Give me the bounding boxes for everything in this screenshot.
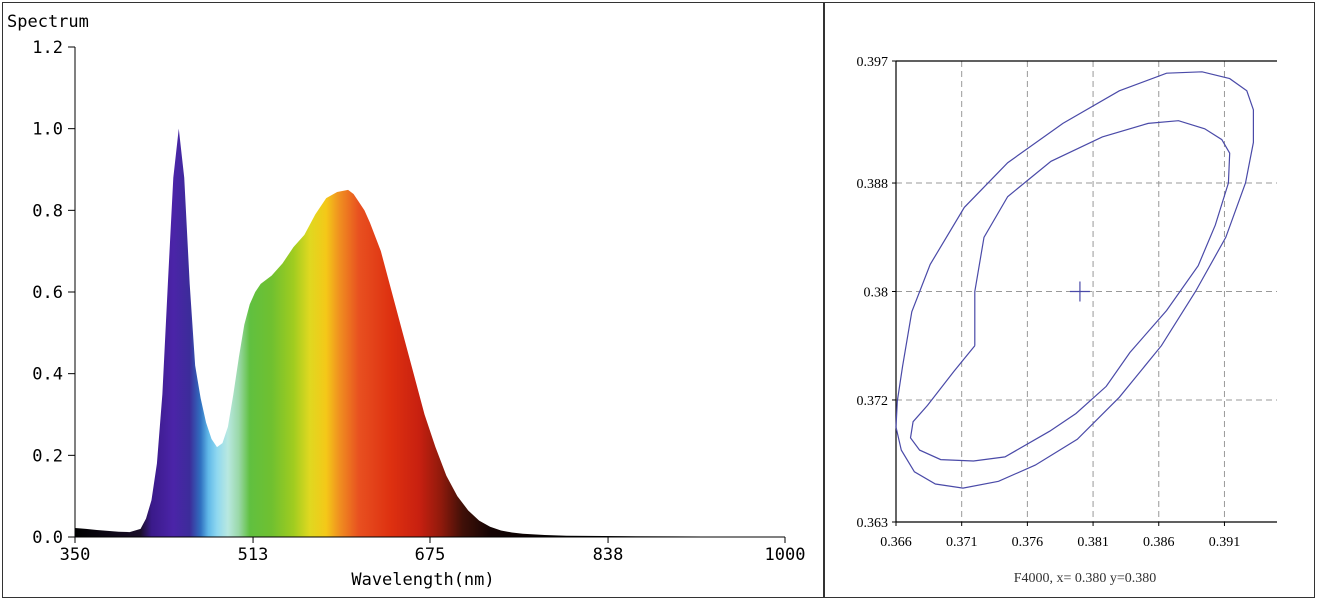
spectrum-y-tick-label: 1.0 (32, 120, 63, 140)
chromaticity-y-tick-label: 0.397 (857, 55, 889, 70)
spectrum-x-ticks: 350 513 675 838 1000 (60, 537, 806, 565)
chromaticity-x-tick-label: 0.366 (880, 535, 912, 550)
chromaticity-y-tick-label: 0.372 (857, 394, 889, 409)
chromaticity-x-tick-label: 0.381 (1077, 535, 1109, 550)
spectrum-y-tick-label: 0.6 (32, 283, 63, 303)
spectrum-x-tick-label: 350 (60, 545, 91, 565)
spectrum-x-tick-label: 1000 (765, 545, 806, 565)
outer-ellipse (895, 71, 1254, 489)
chromaticity-y-tick-label: 0.363 (857, 516, 889, 531)
spectrum-y-tick-label: 0.0 (32, 528, 63, 548)
spectrum-y-ticks: 0.0 0.2 0.4 0.6 0.8 1.0 1.2 (32, 38, 75, 548)
spectrum-area (75, 128, 785, 538)
spectrum-y-tick-label: 0.8 (32, 201, 63, 221)
spectrum-y-tick-label: 1.2 (32, 38, 63, 58)
chromaticity-y-tick-label: 0.388 (857, 177, 889, 192)
chromaticity-x-tick-label: 0.391 (1209, 535, 1241, 550)
chromaticity-y-ticks: 0.363 0.372 0.38 0.388 0.397 (857, 55, 896, 531)
chromaticity-x-tick-label: 0.371 (946, 535, 978, 550)
chromaticity-x-tick-label: 0.376 (1012, 535, 1044, 550)
spectrum-x-axis-label: Wavelength(nm) (351, 570, 494, 590)
spectrum-title: Spectrum (7, 12, 89, 32)
spectrum-x-tick-label: 513 (238, 545, 269, 565)
chromaticity-y-tick-label: 0.38 (864, 286, 889, 301)
chromaticity-caption: F4000, x= 0.380 y=0.380 (1014, 571, 1157, 586)
chromaticity-x-ticks: 0.366 0.371 0.376 0.381 0.386 0.391 (880, 522, 1240, 550)
spectrum-chart: Spectrum 0.0 0.2 0.4 0.6 0.8 1.0 1.2 350 513 675… (7, 12, 806, 590)
spectrum-y-tick-label: 0.4 (32, 365, 63, 385)
spectrum-area-group (75, 128, 785, 538)
spectrum-x-tick-label: 838 (593, 545, 624, 565)
spectrum-x-tick-label: 675 (415, 545, 446, 565)
chromaticity-x-tick-label: 0.386 (1143, 535, 1175, 550)
chromaticity-center-marker (1069, 281, 1090, 302)
inner-ellipse (909, 120, 1231, 462)
spectrum-y-tick-label: 0.2 (32, 446, 63, 466)
spectrum-chart-panel: Spectrum 0.0 0.2 0.4 0.6 0.8 1.0 1.2 350 513 675… (2, 2, 824, 598)
chromaticity-chart: 0.363 0.372 0.38 0.388 0.397 0.366 0.371 0.376… (857, 55, 1277, 586)
chromaticity-ellipses (895, 71, 1254, 489)
chromaticity-chart-panel: 0.363 0.372 0.38 0.388 0.397 0.366 0.371 0.376… (824, 2, 1315, 598)
